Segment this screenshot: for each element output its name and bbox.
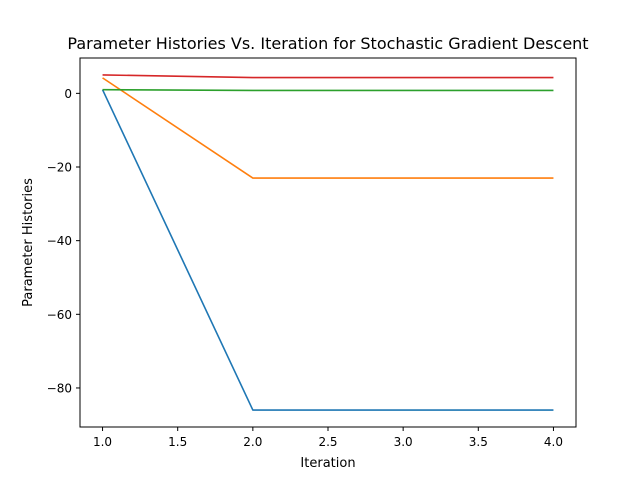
series-line-4: [102, 74, 554, 79]
y-tick-label: −40: [47, 234, 72, 248]
x-tick-label: 4.0: [544, 435, 563, 449]
chart-title: Parameter Histories Vs. Iteration for St…: [67, 34, 588, 53]
x-tick-label: 3.5: [469, 435, 488, 449]
y-tick-label: 0: [64, 87, 72, 101]
x-tick-label: 1.0: [93, 435, 112, 449]
x-axis: 1.0 1.5 2.0 2.5 3.0 3.5 4.0: [93, 427, 563, 449]
y-axis: 0 −20 −40 −60 −80: [47, 87, 80, 395]
series-line-2: [102, 77, 554, 179]
series-line-1: [101, 89, 554, 411]
x-axis-label: Iteration: [300, 456, 355, 471]
y-tick-label: −20: [47, 161, 72, 175]
x-tick-label: 3.0: [394, 435, 413, 449]
series-line-3: [102, 88, 554, 92]
series-layer: [101, 74, 554, 411]
y-tick-label: −80: [47, 381, 72, 395]
x-tick-label: 2.5: [318, 435, 337, 449]
y-tick-label: −60: [47, 308, 72, 322]
x-tick-label: 1.5: [168, 435, 187, 449]
x-tick-label: 2.0: [243, 435, 262, 449]
y-axis-label: Parameter Histories: [21, 178, 36, 307]
